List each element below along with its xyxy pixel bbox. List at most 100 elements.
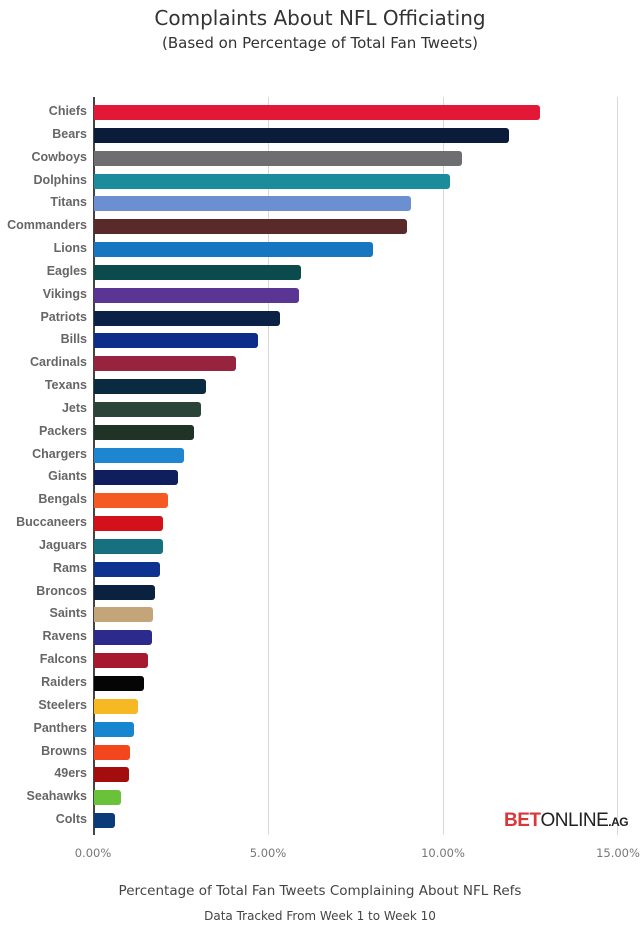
bar bbox=[94, 219, 407, 235]
category-label: Raiders bbox=[41, 675, 87, 689]
bar-row: Colts bbox=[0, 810, 640, 832]
bar bbox=[94, 653, 148, 669]
category-label: Panthers bbox=[33, 720, 88, 735]
category-label: Titans bbox=[50, 195, 87, 210]
bar bbox=[94, 470, 178, 486]
bar bbox=[94, 127, 510, 143]
bar bbox=[94, 698, 139, 714]
bar-row: Titans bbox=[0, 193, 640, 215]
category-label: Cardinals bbox=[30, 355, 87, 370]
category-label: Packers bbox=[39, 423, 87, 438]
bar-row: Broncos bbox=[0, 582, 640, 604]
category-label: Broncos bbox=[36, 583, 87, 598]
bar-row: Raiders bbox=[0, 673, 640, 695]
category-label: Vikings bbox=[42, 286, 87, 301]
bar bbox=[94, 516, 163, 532]
x-tick-label: 10.00% bbox=[421, 846, 465, 860]
bar bbox=[94, 790, 121, 806]
category-label: Cowboys bbox=[31, 149, 87, 164]
plot-area: Chiefs Bears Cowboys Dolphins Titans Commande… bbox=[7, 97, 623, 835]
bar-row: Bills bbox=[0, 330, 640, 352]
bar bbox=[94, 447, 184, 463]
category-label: Browns bbox=[41, 743, 87, 758]
x-tick-label: 15.00% bbox=[596, 846, 640, 860]
bar bbox=[94, 333, 259, 349]
category-label: Ravens bbox=[42, 629, 87, 644]
bar bbox=[94, 310, 280, 326]
category-label: Colts bbox=[55, 812, 87, 827]
category-label: Steelers bbox=[38, 697, 87, 712]
bar-row: Cardinals bbox=[0, 353, 640, 375]
bar bbox=[94, 264, 301, 280]
category-label: Falcons bbox=[39, 652, 87, 667]
category-label: Seahawks bbox=[26, 789, 87, 804]
bar-row: Buccaneers bbox=[0, 513, 640, 535]
chart-title: Complaints About NFL Officiating bbox=[154, 6, 486, 30]
category-label: Saints bbox=[49, 606, 87, 621]
category-label: Buccaneers bbox=[16, 515, 87, 530]
bar-row: Steelers bbox=[0, 696, 640, 718]
category-label: Giants bbox=[48, 469, 87, 484]
category-label: Chargers bbox=[32, 446, 87, 461]
bar-row: Cowboys bbox=[0, 148, 640, 170]
x-axis-label: Percentage of Total Fan Tweets Complaini… bbox=[118, 883, 522, 899]
bar bbox=[94, 493, 168, 509]
category-label: Jets bbox=[61, 400, 87, 415]
bar-row: Giants bbox=[0, 467, 640, 489]
bar bbox=[94, 356, 237, 372]
bar bbox=[94, 721, 134, 737]
gridline-5 bbox=[268, 97, 269, 835]
bar-row: 49ers bbox=[0, 764, 640, 786]
category-label: Bears bbox=[52, 126, 87, 141]
category-label: Texans bbox=[44, 378, 87, 393]
bar-row: Texans bbox=[0, 376, 640, 398]
bar bbox=[94, 561, 161, 577]
bar bbox=[94, 242, 373, 258]
bar-row: Panthers bbox=[0, 719, 640, 741]
bar bbox=[94, 813, 115, 829]
x-tick-label: 0.00% bbox=[74, 846, 112, 860]
bar bbox=[94, 287, 300, 303]
bar-row: Seahawks bbox=[0, 787, 640, 809]
category-label: Eagles bbox=[46, 263, 87, 278]
bar bbox=[94, 150, 462, 166]
category-label: Jaguars bbox=[39, 537, 87, 552]
bar-row: Packers bbox=[0, 422, 640, 444]
bar bbox=[94, 767, 129, 783]
bar-row: Vikings bbox=[0, 285, 640, 307]
category-label: Bills bbox=[60, 332, 87, 347]
bar-row: Saints bbox=[0, 604, 640, 626]
bar bbox=[94, 584, 155, 600]
logo-online: ONLINE bbox=[540, 810, 609, 831]
bar-row: Dolphins bbox=[0, 171, 640, 193]
bar-row: Eagles bbox=[0, 262, 640, 284]
bar bbox=[94, 105, 540, 120]
bar-row: Chiefs bbox=[0, 102, 640, 124]
bar-row: Falcons bbox=[0, 650, 640, 672]
bar-row: Patriots bbox=[0, 308, 640, 330]
gridline-10 bbox=[443, 97, 444, 835]
bar bbox=[94, 379, 206, 395]
bar-row: Browns bbox=[0, 742, 640, 764]
bar bbox=[94, 676, 145, 691]
category-label: Bengals bbox=[38, 492, 87, 507]
bar bbox=[94, 538, 163, 554]
bar-row: Chargers bbox=[0, 445, 640, 467]
category-label: Patriots bbox=[40, 309, 87, 324]
logo-bet: BET bbox=[504, 810, 541, 831]
gridline-15 bbox=[617, 97, 618, 835]
bar-row: Lions bbox=[0, 239, 640, 261]
category-label: Dolphins bbox=[33, 172, 87, 187]
bar-row: Bengals bbox=[0, 490, 640, 512]
category-label: 49ers bbox=[54, 766, 87, 781]
bar-row: Jets bbox=[0, 399, 640, 421]
category-label: Chiefs bbox=[48, 104, 87, 118]
y-axis-line bbox=[93, 97, 95, 835]
bar bbox=[94, 630, 153, 646]
bar-row: Rams bbox=[0, 559, 640, 581]
bar bbox=[94, 401, 202, 417]
bar-row: Ravens bbox=[0, 627, 640, 649]
category-label: Rams bbox=[52, 560, 87, 575]
x-tick-label: 5.00% bbox=[249, 846, 287, 860]
chart-note: Data Tracked From Week 1 to Week 10 bbox=[204, 909, 436, 923]
